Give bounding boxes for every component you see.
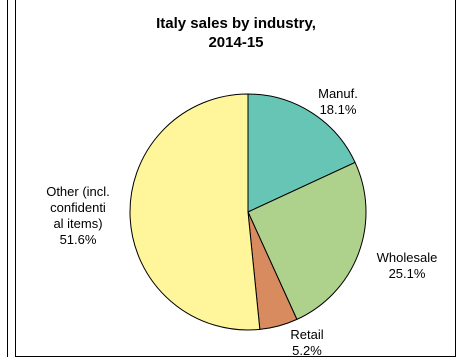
slice-label-0-line-1: 18.1% [320, 102, 357, 117]
adjacent-panel-edge [0, 0, 8, 357]
pie-slice-1 [247, 161, 367, 321]
slice-label-3-line-3: 51.6% [60, 232, 97, 247]
slice-label-1-line-1: 25.1% [389, 266, 426, 281]
slice-label-2-line-0: Retail [290, 327, 323, 342]
chart-title-line-2: 2014-15 [208, 34, 263, 51]
pie-slice-0 [247, 93, 356, 213]
pie-slices [129, 93, 367, 331]
slice-label-3-line-2: al items) [53, 216, 102, 231]
slice-label-2-line-1: 5.2% [292, 343, 322, 358]
chart-title-line-1: Italy sales by industry, [156, 15, 316, 32]
pie-slice-3 [129, 93, 261, 331]
slice-label-3-line-0: Other (incl. [46, 184, 110, 199]
slice-label-1-line-0: Wholesale [377, 250, 438, 265]
slice-label-3-line-1: confidenti [50, 200, 106, 215]
slice-label-0-line-0: Manuf. [318, 86, 358, 101]
